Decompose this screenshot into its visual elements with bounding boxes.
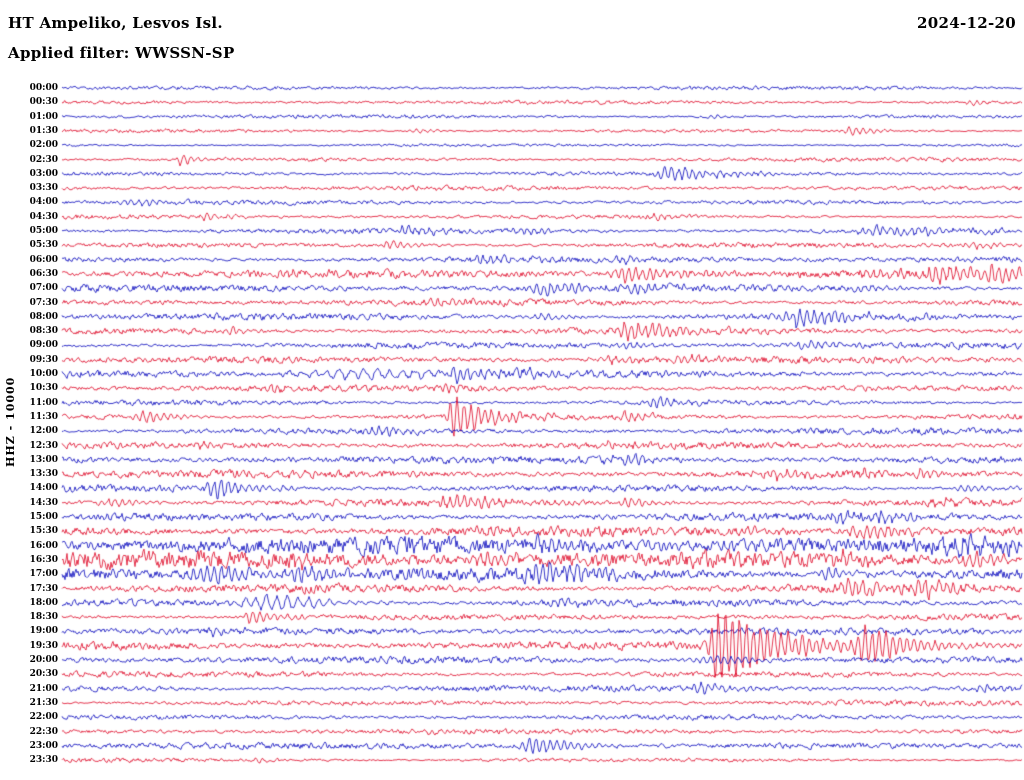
- time-label: 15:00: [29, 512, 58, 522]
- time-label: 01:00: [29, 111, 58, 122]
- time-label: 13:00: [29, 454, 58, 465]
- time-label: 09:00: [29, 340, 58, 351]
- time-label: 22:30: [29, 726, 58, 737]
- time-label: 19:00: [29, 626, 58, 637]
- time-label: 20:00: [29, 655, 58, 665]
- y-axis-label: HHZ - 10000: [4, 376, 17, 468]
- time-label: 04:00: [29, 197, 58, 208]
- time-label: 05:30: [29, 240, 58, 251]
- time-label: 07:00: [29, 283, 58, 294]
- time-label: 21:30: [29, 697, 58, 708]
- time-label: 18:30: [29, 612, 58, 623]
- time-label: 10:00: [29, 369, 58, 379]
- time-label: 17:00: [29, 569, 58, 580]
- time-label: 14:00: [29, 483, 58, 494]
- time-label: 00:00: [29, 83, 58, 93]
- time-label: 12:00: [29, 426, 58, 437]
- time-label: 03:00: [29, 168, 58, 179]
- time-label: 04:30: [29, 211, 58, 222]
- time-label: 11:30: [29, 411, 58, 422]
- time-label: 18:00: [29, 597, 58, 608]
- time-label: 21:00: [29, 683, 58, 694]
- time-label: 05:00: [29, 226, 58, 236]
- time-label: 03:30: [29, 183, 58, 194]
- filter-label: Applied filter: WWSSN-SP: [8, 44, 235, 62]
- station-title: HT Ampeliko, Lesvos Isl.: [8, 14, 223, 32]
- time-label: 02:30: [29, 154, 58, 165]
- time-label: 16:30: [29, 554, 58, 565]
- time-label: 17:30: [29, 583, 58, 594]
- date-label: 2024-12-20: [917, 14, 1016, 32]
- time-label: 08:00: [29, 311, 58, 322]
- time-label: 11:00: [29, 397, 58, 408]
- time-label: 13:30: [29, 469, 58, 480]
- time-label: 20:30: [29, 669, 58, 680]
- time-label: 06:30: [29, 268, 58, 279]
- time-label: 23:00: [29, 740, 58, 751]
- time-label: 12:30: [29, 440, 58, 451]
- time-label: 09:30: [29, 354, 58, 365]
- time-label: 08:30: [29, 326, 58, 337]
- time-label: 01:30: [29, 125, 58, 136]
- time-label: 10:30: [29, 383, 58, 394]
- time-label: 06:00: [29, 254, 58, 265]
- time-label: 16:00: [29, 540, 58, 551]
- time-label: 02:00: [29, 140, 58, 151]
- time-label: 22:00: [29, 712, 58, 723]
- time-label: 00:30: [29, 97, 58, 108]
- time-label: 14:30: [29, 497, 58, 508]
- time-label: 07:30: [29, 297, 58, 308]
- time-label: 19:30: [29, 640, 58, 651]
- time-label: 15:30: [29, 526, 58, 537]
- time-label: 23:30: [29, 755, 58, 766]
